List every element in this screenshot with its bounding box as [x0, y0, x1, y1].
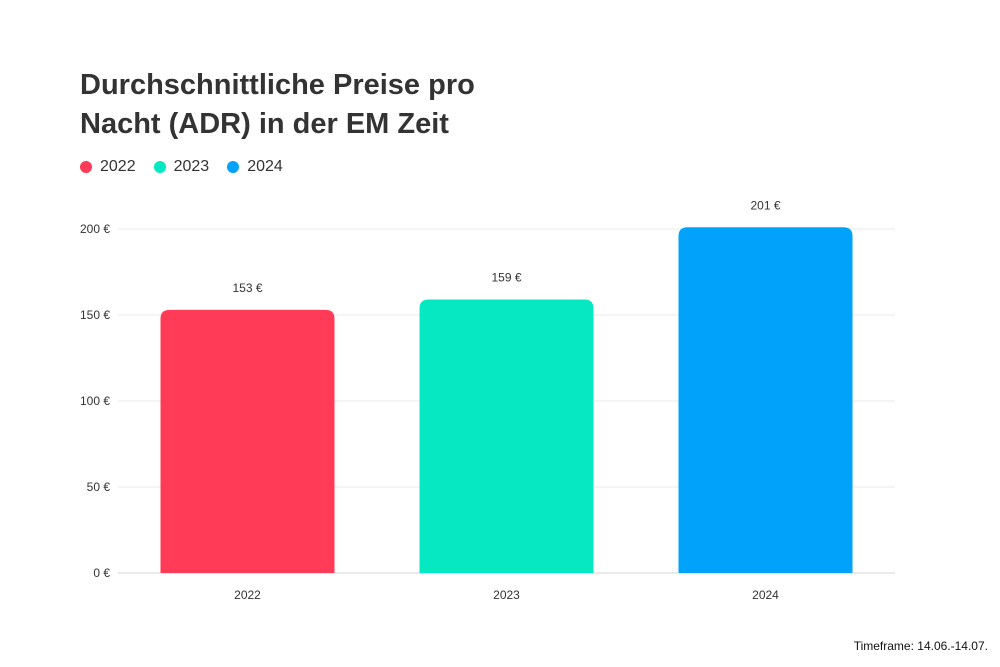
legend-label-2024: 2024 — [247, 158, 283, 175]
data-label-2024: 201 € — [750, 198, 780, 212]
y-tick-label: 50 € — [87, 480, 111, 494]
chart-legend: 2022 2023 2024 — [80, 158, 283, 176]
legend-item-2023[interactable]: 2023 — [153, 158, 210, 176]
x-tick-label-2023: 2023 — [493, 588, 520, 602]
y-tick-label: 150 € — [80, 308, 110, 322]
bar-2024 — [678, 227, 853, 573]
timeframe-footnote: Timeframe: 14.06.-14.07. — [853, 639, 988, 653]
chart-title: Durchschnittliche Preise pro Nacht (ADR)… — [80, 69, 475, 140]
bar-2022 — [160, 309, 335, 573]
labels-layer: 0 € 50 € 100 € 150 € 200 € 153 € 2022 159 € 2023… — [80, 198, 781, 602]
bar-2023 — [419, 299, 594, 573]
data-label-2022: 153 € — [232, 281, 262, 295]
legend-label-2023: 2023 — [173, 158, 210, 175]
data-label-2023: 159 € — [491, 271, 521, 285]
bars-layer — [160, 227, 853, 573]
legend-swatch-2023 — [153, 161, 166, 173]
x-tick-label-2022: 2022 — [234, 588, 261, 602]
y-tick-label: 0 € — [93, 566, 110, 580]
x-tick-label-2024: 2024 — [752, 588, 779, 602]
y-tick-label: 200 € — [80, 222, 110, 236]
legend-item-2022[interactable]: 2022 — [80, 158, 136, 176]
legend-item-2024[interactable]: 2024 — [227, 158, 283, 176]
legend-label-2022: 2022 — [100, 158, 136, 175]
legend-swatch-2024 — [227, 161, 240, 173]
legend-swatch-2022 — [80, 161, 92, 173]
y-tick-label: 100 € — [80, 394, 110, 408]
